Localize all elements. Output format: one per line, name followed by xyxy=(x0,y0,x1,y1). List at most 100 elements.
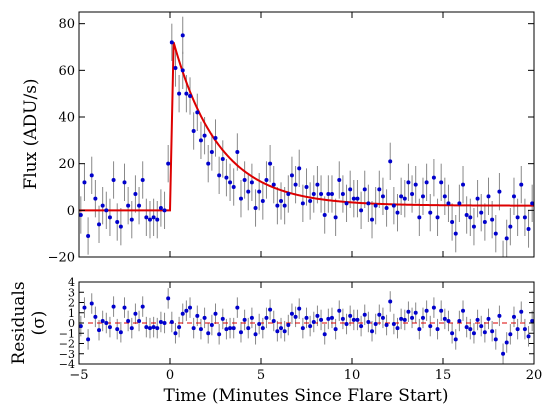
flux-point xyxy=(406,180,411,185)
residual-point xyxy=(530,318,534,323)
flux-point xyxy=(482,220,487,224)
flux-point xyxy=(82,180,87,185)
flux-point xyxy=(104,208,109,213)
flux-point xyxy=(162,208,167,213)
flux-point xyxy=(279,199,284,203)
x-tick-label: 0 xyxy=(166,368,174,383)
flux-point xyxy=(155,217,160,222)
flux-point xyxy=(348,187,353,192)
residual-point xyxy=(242,317,247,322)
flux-point xyxy=(100,203,105,208)
residual-point xyxy=(391,322,396,327)
residual-point xyxy=(329,315,334,320)
flux-point xyxy=(93,196,98,201)
flux-point xyxy=(151,215,156,220)
flux-point xyxy=(195,110,200,115)
residual-point xyxy=(326,316,331,321)
residual-point xyxy=(402,317,407,322)
y-tick-label: 20 xyxy=(58,157,75,172)
residual-point xyxy=(260,326,265,331)
residual-point xyxy=(188,305,193,310)
residual-point xyxy=(340,316,345,321)
residual-y-tick-label: 2 xyxy=(68,297,75,310)
residual-point xyxy=(202,315,207,320)
flux-point xyxy=(439,180,444,185)
flux-point xyxy=(173,66,178,70)
flux-point xyxy=(238,196,243,201)
flux-point xyxy=(468,215,473,220)
residual-point xyxy=(395,326,400,331)
residual-point xyxy=(126,318,131,323)
flux-point xyxy=(380,194,385,199)
residual-point xyxy=(184,308,189,313)
flux-point xyxy=(490,217,495,222)
residual-point xyxy=(97,328,102,333)
flux-point xyxy=(133,192,138,196)
flux-point xyxy=(282,203,287,208)
flux-point xyxy=(97,222,102,227)
flux-point xyxy=(442,194,447,199)
residual-point xyxy=(471,331,476,336)
flux-point xyxy=(180,68,185,73)
flux-point xyxy=(493,231,498,236)
flux-point xyxy=(322,213,327,217)
residual-point xyxy=(191,326,196,331)
residual-point xyxy=(231,326,236,331)
flux-point xyxy=(315,182,320,187)
residual-point xyxy=(275,329,280,334)
residual-point xyxy=(526,334,531,339)
x-tick-label: 10 xyxy=(344,368,361,383)
residual-point xyxy=(311,319,316,324)
residual-point xyxy=(348,313,353,318)
residual-y-tick-label: −3 xyxy=(59,348,75,361)
flux-point xyxy=(297,166,302,171)
residual-point xyxy=(515,327,520,332)
residual-point xyxy=(118,330,123,335)
flux-point xyxy=(377,187,382,192)
flux-point xyxy=(202,133,207,138)
flux-point xyxy=(366,201,371,206)
flux-point xyxy=(293,182,298,187)
flux-point xyxy=(260,199,265,203)
flux-point xyxy=(198,138,203,143)
flux-point xyxy=(359,208,364,213)
flux-point xyxy=(209,150,214,154)
residual-point xyxy=(482,330,487,335)
residual-point xyxy=(133,311,138,316)
flux-point xyxy=(228,180,233,185)
residual-point xyxy=(319,317,324,322)
flux-point xyxy=(453,231,458,236)
flux-point xyxy=(140,178,145,182)
flux-point xyxy=(180,33,185,38)
y-tick-label: 60 xyxy=(58,64,75,79)
flux-point xyxy=(413,182,418,187)
flux-point xyxy=(337,178,342,182)
residual-point xyxy=(249,315,254,320)
flux-point xyxy=(504,236,509,241)
flux-point xyxy=(471,224,476,229)
residual-y-tick-label: 0 xyxy=(68,317,75,330)
residual-point xyxy=(413,310,418,315)
residual-y-tick-label: −4 xyxy=(59,358,75,371)
residual-point xyxy=(300,326,305,331)
flux-point xyxy=(511,194,516,199)
flux-point xyxy=(300,201,305,206)
flux-point xyxy=(388,159,393,164)
residual-point xyxy=(111,304,116,309)
top-panel-ticks: −20 0 20 40 60 80 xyxy=(48,12,535,266)
residual-point xyxy=(246,326,251,331)
flux-point xyxy=(289,173,294,178)
flux-point xyxy=(311,192,316,196)
residual-point xyxy=(144,325,149,330)
flux-point xyxy=(457,201,462,206)
flux-point xyxy=(522,215,527,220)
residual-point xyxy=(322,332,327,337)
flux-point xyxy=(184,91,189,96)
flux-point xyxy=(224,175,229,180)
flux-point xyxy=(177,91,182,96)
residual-point xyxy=(428,324,433,329)
residual-point xyxy=(417,327,422,332)
flux-point xyxy=(220,157,225,161)
residual-point xyxy=(224,327,229,332)
residual-point xyxy=(373,322,378,327)
